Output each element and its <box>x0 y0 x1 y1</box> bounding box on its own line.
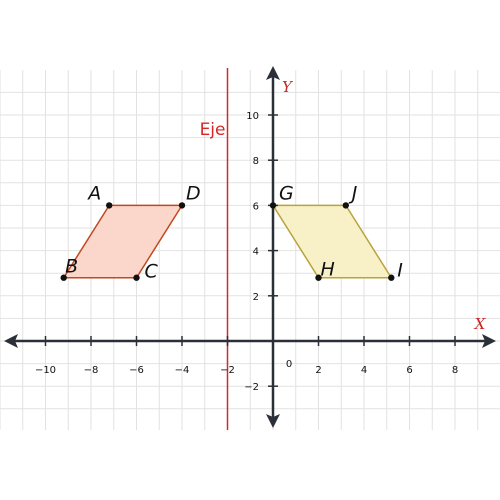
y-tick-label: −2 <box>244 382 259 393</box>
vertex-label-i: I <box>397 260 403 282</box>
x-tick-label: 2 <box>315 365 321 376</box>
vertex-label-j: J <box>348 182 358 204</box>
vertex-point-d <box>178 202 186 209</box>
y-tick-label: 2 <box>253 292 259 303</box>
y-axis-arrow-down <box>266 414 280 428</box>
vertex-label-a: A <box>86 182 101 204</box>
y-axis-arrow-up <box>266 66 280 80</box>
vertex-point-i <box>388 274 395 281</box>
x-axis-arrow-left <box>4 334 18 348</box>
labels: Eje −10 −8 −6 −4 −2 2 4 6 8 −2 2 4 6 8 10 0 X Y A D C B G J I H <box>35 78 487 393</box>
y-tick-label: 10 <box>246 111 259 122</box>
x-tick-label: −2 <box>220 365 235 376</box>
mirror-line-label: Eje <box>200 120 226 140</box>
x-tick-label: −10 <box>35 365 56 376</box>
vertex-point-g <box>269 202 277 209</box>
vertex-point-b <box>60 274 67 281</box>
vertex-label-g: G <box>279 182 294 204</box>
grid <box>0 70 500 430</box>
x-tick-label: 6 <box>406 365 412 376</box>
x-tick-label: 8 <box>452 365 458 376</box>
y-axis-label: Y <box>282 78 294 96</box>
x-tick-label: −4 <box>175 365 190 376</box>
x-tick-label: −6 <box>129 365 144 376</box>
vertex-label-h: H <box>321 259 335 281</box>
y-tick-label: 8 <box>253 156 259 167</box>
x-axis-label: X <box>474 315 487 333</box>
x-axis-arrow-right <box>482 334 496 348</box>
vertex-point-h <box>315 274 322 281</box>
vertex-point-a <box>106 202 113 209</box>
axes <box>4 66 496 430</box>
y-tick-label: 6 <box>253 201 259 212</box>
shape-abcd <box>62 204 183 279</box>
x-tick-label: 4 <box>361 365 367 376</box>
vertex-point-c <box>133 274 140 281</box>
x-tick-label: −8 <box>84 365 99 376</box>
vertex-point-j <box>342 202 349 209</box>
vertex-label-c: C <box>145 261 159 283</box>
vertex-label-d: D <box>186 182 201 204</box>
vertex-label-b: B <box>65 256 78 278</box>
origin-label: 0 <box>286 359 292 370</box>
y-tick-label: 4 <box>253 247 259 258</box>
